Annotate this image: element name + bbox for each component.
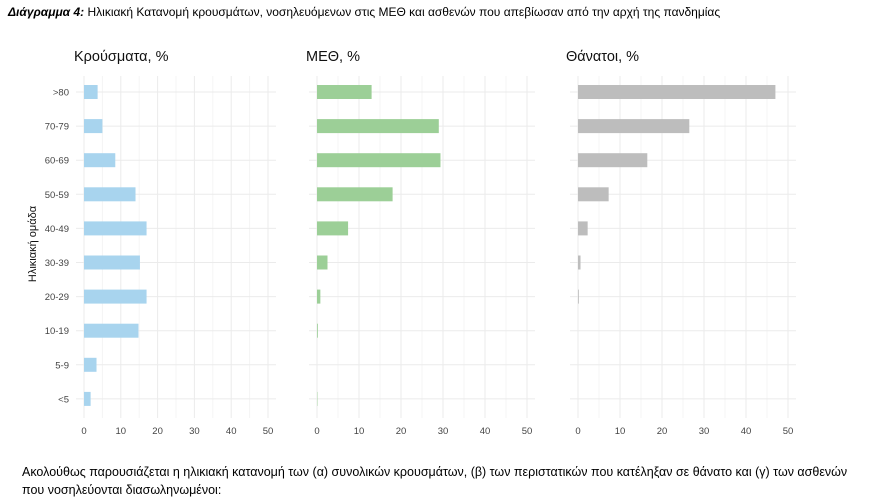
x-tick-label: 40 bbox=[226, 426, 237, 437]
x-tick-label: 50 bbox=[783, 426, 794, 437]
x-tick-label: 30 bbox=[699, 426, 710, 437]
bar-2-60-69 bbox=[578, 153, 648, 168]
x-tick-label: 0 bbox=[314, 426, 319, 437]
bar-1-40-49 bbox=[317, 221, 349, 236]
bar-0-5-9 bbox=[84, 357, 97, 372]
bar-0-lt5 bbox=[84, 391, 91, 406]
category-label-20-29: 20-29 bbox=[45, 292, 69, 303]
category-label-40-49: 40-49 bbox=[45, 224, 69, 235]
age-distribution-chart: Κρούσματα, % 0 10 20 30 40 50 ΜΕΘ, % 0 10 20 30 40 50… bbox=[27, 49, 796, 437]
bar-0-10-19 bbox=[84, 323, 139, 338]
category-label-10-19: 10-19 bbox=[45, 326, 69, 337]
category-label-5-9: 5-9 bbox=[55, 360, 69, 371]
bar-0-30-39 bbox=[84, 255, 140, 270]
bar-0-60-69 bbox=[84, 153, 116, 168]
bar-2-gt80 bbox=[578, 85, 776, 99]
bar-0-70-79 bbox=[84, 119, 103, 134]
figure-caption: Διάγραμμα 4: Ηλικιακή Κατανομή κρουσμάτω… bbox=[8, 5, 720, 19]
category-label-70-79: 70-79 bbox=[45, 122, 69, 133]
bar-0-40-49 bbox=[84, 221, 147, 236]
panel-title: Θάνατοι, % bbox=[566, 49, 639, 65]
x-tick-label: 20 bbox=[657, 426, 668, 437]
x-tick-label: 30 bbox=[189, 426, 200, 437]
bar-1-20-29 bbox=[317, 289, 321, 304]
bar-2-20-29 bbox=[578, 289, 579, 304]
bar-1-gt80 bbox=[317, 85, 372, 99]
x-tick-label: 0 bbox=[81, 426, 86, 437]
x-tick-label: 40 bbox=[741, 426, 752, 437]
panel-title: ΜΕΘ, % bbox=[306, 49, 360, 65]
bar-1-70-79 bbox=[317, 119, 439, 134]
x-tick-label: 20 bbox=[152, 426, 163, 437]
bar-2-30-39 bbox=[578, 255, 581, 270]
category-label-60-69: 60-69 bbox=[45, 156, 69, 167]
bar-2-50-59 bbox=[578, 187, 609, 202]
x-tick-label: 50 bbox=[522, 426, 533, 437]
bar-1-30-39 bbox=[317, 255, 328, 270]
bar-0-gt80 bbox=[84, 85, 98, 99]
bar-2-40-49 bbox=[578, 221, 588, 236]
category-label-lt5: <5 bbox=[58, 394, 69, 405]
x-tick-label: 10 bbox=[116, 426, 127, 437]
x-tick-label: 10 bbox=[354, 426, 365, 437]
x-tick-label: 40 bbox=[480, 426, 491, 437]
x-tick-label: 50 bbox=[263, 426, 274, 437]
caption-text: Ηλικιακή Κατανομή κρουσμάτων, νοσηλευόμε… bbox=[87, 5, 721, 19]
y-axis-title: Ηλικιακή ομάδα bbox=[27, 205, 39, 282]
x-tick-label: 10 bbox=[615, 426, 626, 437]
category-label-50-59: 50-59 bbox=[45, 190, 69, 201]
category-label-gt80: >80 bbox=[53, 88, 69, 99]
x-tick-label: 0 bbox=[575, 426, 580, 437]
bar-1-60-69 bbox=[317, 153, 441, 168]
x-tick-label: 20 bbox=[396, 426, 407, 437]
x-tick-label: 30 bbox=[438, 426, 449, 437]
bar-2-70-79 bbox=[578, 119, 690, 134]
bar-1-50-59 bbox=[317, 187, 393, 202]
body-paragraph: Ακολούθως παρουσιάζεται η ηλικιακή καταν… bbox=[22, 465, 848, 497]
bar-0-20-29 bbox=[84, 289, 147, 304]
panel-title: Κρούσματα, % bbox=[74, 49, 169, 65]
caption-prefix: Διάγραμμα 4: bbox=[8, 5, 85, 19]
category-label-30-39: 30-39 bbox=[45, 258, 69, 269]
bar-1-10-19 bbox=[317, 323, 318, 338]
bar-0-50-59 bbox=[84, 187, 136, 202]
